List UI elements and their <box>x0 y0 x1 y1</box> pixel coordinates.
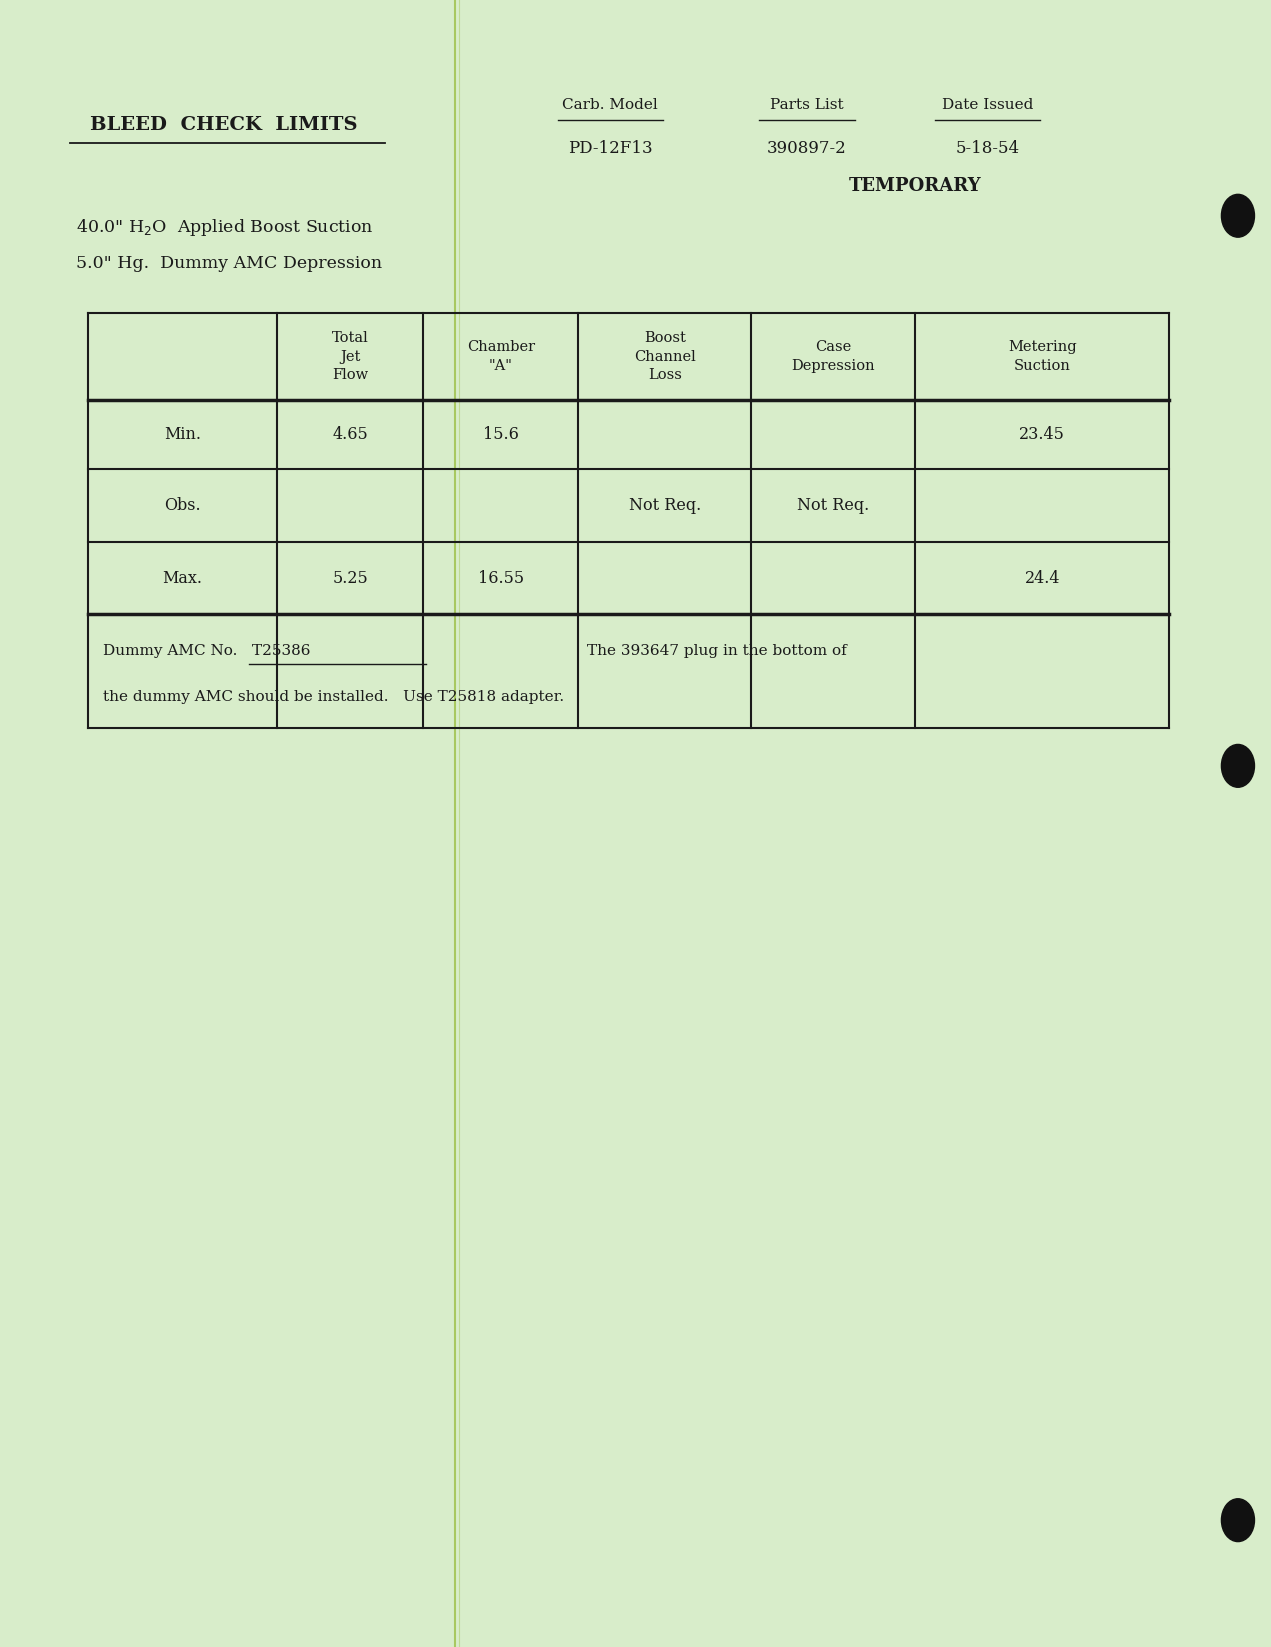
Text: Boost
Channel
Loss: Boost Channel Loss <box>634 331 695 382</box>
Text: 24.4: 24.4 <box>1024 570 1060 586</box>
Text: Carb. Model: Carb. Model <box>562 99 658 112</box>
Text: Not Req.: Not Req. <box>629 497 700 514</box>
Text: PD-12F13: PD-12F13 <box>568 140 652 156</box>
Text: 15.6: 15.6 <box>483 427 519 443</box>
Text: Total
Jet
Flow: Total Jet Flow <box>332 331 369 382</box>
Text: 4.65: 4.65 <box>332 427 369 443</box>
Text: 5.0" Hg.  Dummy AMC Depression: 5.0" Hg. Dummy AMC Depression <box>76 255 383 272</box>
Text: Chamber
"A": Chamber "A" <box>466 341 535 372</box>
Text: 40.0" H$_2$O  Applied Boost Suction: 40.0" H$_2$O Applied Boost Suction <box>76 217 374 237</box>
Text: Max.: Max. <box>163 570 202 586</box>
Text: Obs.: Obs. <box>164 497 201 514</box>
Text: Case
Depression: Case Depression <box>792 341 874 372</box>
Text: The 393647 plug in the bottom of: The 393647 plug in the bottom of <box>587 644 846 657</box>
Text: the dummy AMC should be installed.   Use T25818 adapter.: the dummy AMC should be installed. Use T… <box>103 690 564 703</box>
Text: TEMPORARY: TEMPORARY <box>849 178 981 194</box>
Circle shape <box>1221 194 1254 237</box>
Text: 23.45: 23.45 <box>1019 427 1065 443</box>
Text: Min.: Min. <box>164 427 201 443</box>
Text: 16.55: 16.55 <box>478 570 524 586</box>
Text: Dummy AMC No.   T25386: Dummy AMC No. T25386 <box>103 644 310 657</box>
Circle shape <box>1221 1499 1254 1542</box>
Text: Metering
Suction: Metering Suction <box>1008 341 1077 372</box>
Circle shape <box>1221 744 1254 787</box>
Text: Date Issued: Date Issued <box>942 99 1033 112</box>
Text: 5.25: 5.25 <box>332 570 369 586</box>
Text: 390897-2: 390897-2 <box>768 140 846 156</box>
Text: Not Req.: Not Req. <box>797 497 869 514</box>
Text: BLEED  CHECK  LIMITS: BLEED CHECK LIMITS <box>90 117 357 133</box>
Text: 5-18-54: 5-18-54 <box>956 140 1019 156</box>
Text: Parts List: Parts List <box>770 99 844 112</box>
